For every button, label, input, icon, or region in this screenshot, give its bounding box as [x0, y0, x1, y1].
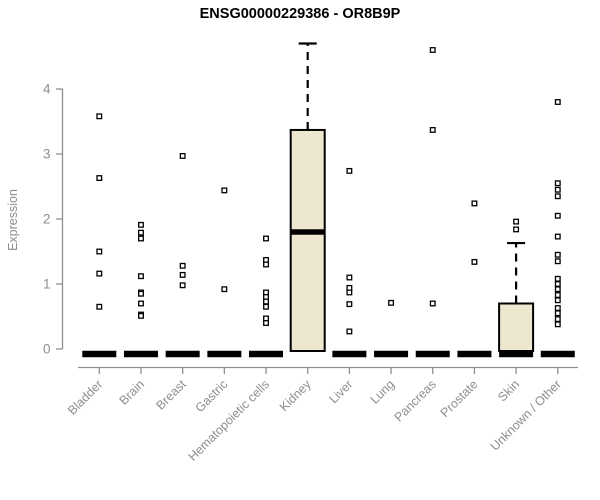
- y-tick-label: 0: [43, 342, 51, 357]
- box-body: [498, 302, 535, 352]
- outlier-point: [554, 297, 561, 304]
- median-line: [540, 350, 575, 358]
- median-line: [415, 350, 450, 358]
- y-tick-label: 2: [43, 212, 51, 227]
- median-line: [332, 350, 367, 358]
- median-line: [457, 350, 492, 358]
- outlier-point: [554, 258, 561, 265]
- outlier-point: [96, 270, 103, 277]
- x-tick-label: Lung: [368, 377, 398, 407]
- outlier-point: [471, 200, 478, 207]
- median-line: [290, 229, 325, 235]
- outlier-point: [554, 180, 561, 187]
- box-body: [289, 128, 326, 352]
- outlier-point: [554, 193, 561, 200]
- outlier-point: [554, 321, 561, 328]
- outlier-point: [138, 290, 144, 297]
- outlier-point: [554, 316, 561, 323]
- outlier-point: [429, 47, 436, 53]
- x-tick-label: Prostate: [438, 377, 481, 420]
- outlier-point: [221, 286, 228, 293]
- outlier-point: [554, 286, 561, 293]
- outlier-point: [263, 298, 269, 305]
- x-tick-label: Liver: [326, 377, 355, 406]
- median-line: [165, 350, 200, 358]
- y-tick-label: 1: [43, 277, 51, 292]
- outlier-point: [554, 310, 561, 317]
- x-tick-label: Brain: [117, 377, 148, 408]
- outlier-point: [263, 261, 269, 268]
- outlier-point: [138, 273, 144, 280]
- outlier-point: [554, 305, 561, 311]
- outlier-point: [554, 275, 561, 282]
- outlier-point: [263, 320, 269, 326]
- outlier-point: [346, 274, 353, 281]
- outlier-point: [554, 99, 561, 105]
- outlier-point: [554, 186, 561, 193]
- chart-title: ENSG00000229386 - OR8B9P: [199, 6, 401, 22]
- outlier-point: [554, 212, 561, 219]
- outlier-point: [96, 113, 103, 120]
- outlier-point: [179, 152, 186, 159]
- x-tick-label: Gastric: [193, 377, 231, 415]
- outlier-point: [554, 292, 561, 298]
- outlier-point: [346, 301, 353, 308]
- outlier-point: [554, 233, 561, 240]
- x-tick-label: Unknown / Other: [488, 377, 564, 453]
- outlier-point: [179, 262, 186, 269]
- median-line: [123, 350, 158, 358]
- outlier-point: [471, 258, 478, 265]
- x-tick-label: Skin: [495, 377, 522, 404]
- y-tick-label: 4: [43, 82, 51, 97]
- median-line: [249, 350, 284, 358]
- outlier-point: [554, 251, 561, 258]
- outlier-point: [429, 300, 436, 307]
- x-tick-label: Kidney: [277, 377, 314, 414]
- outlier-point: [138, 235, 144, 242]
- outlier-point: [388, 299, 395, 306]
- outlier-point: [179, 282, 186, 289]
- outlier-point: [346, 167, 353, 174]
- outlier-point: [221, 187, 228, 194]
- outlier-point: [138, 229, 144, 236]
- outlier-point: [179, 271, 186, 278]
- outlier-point: [346, 328, 353, 335]
- outlier-point: [429, 127, 436, 133]
- outlier-point: [138, 300, 144, 307]
- x-tick-label: Hematopoietic cells: [186, 377, 273, 464]
- outlier-point: [513, 218, 520, 225]
- outlier-point: [96, 248, 103, 255]
- outlier-point: [138, 221, 144, 228]
- median-line: [374, 350, 409, 358]
- median-line: [207, 350, 242, 358]
- median-line: [82, 350, 117, 358]
- outlier-point: [96, 303, 103, 310]
- outlier-point: [96, 175, 103, 181]
- x-tick-label: Breast: [153, 377, 189, 413]
- outlier-point: [554, 281, 561, 287]
- x-tick-label: Pancreas: [392, 377, 439, 424]
- outlier-point: [263, 235, 269, 242]
- x-tick-label: Bladder: [65, 377, 105, 417]
- outlier-point: [138, 312, 144, 319]
- outlier-point: [263, 303, 269, 310]
- outlier-point: [346, 289, 353, 296]
- outlier-point: [513, 226, 520, 233]
- median-line: [499, 350, 534, 358]
- y-tick-label: 3: [43, 147, 51, 162]
